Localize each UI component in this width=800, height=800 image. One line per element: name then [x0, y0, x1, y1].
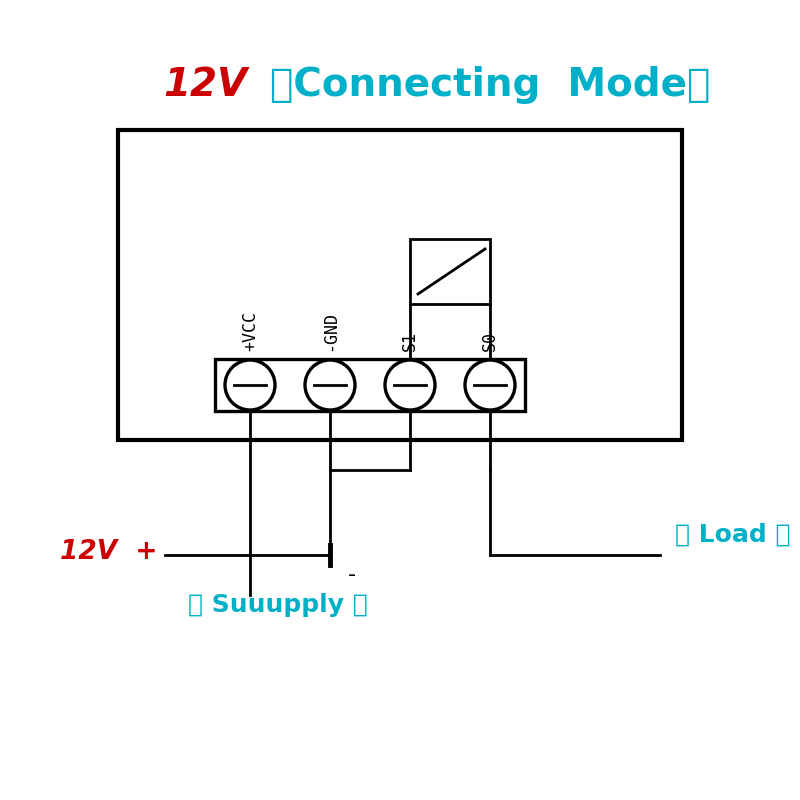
- Circle shape: [465, 360, 515, 410]
- Circle shape: [225, 360, 275, 410]
- Bar: [118, 130, 682, 440]
- Bar: [215, 359, 525, 411]
- Text: （ Load ）: （ Load ）: [675, 523, 790, 547]
- Text: S0: S0: [481, 331, 499, 351]
- Text: （Connecting  Mode）: （Connecting Mode）: [270, 66, 710, 104]
- Text: -: -: [348, 565, 356, 585]
- Text: S1: S1: [401, 331, 419, 351]
- Circle shape: [385, 360, 435, 410]
- Circle shape: [305, 360, 355, 410]
- Text: 12V: 12V: [163, 66, 247, 104]
- Text: （ Suuupply ）: （ Suuupply ）: [188, 593, 367, 617]
- Bar: [410, 239, 490, 304]
- Text: 12V  +: 12V +: [59, 539, 157, 565]
- Text: -GND: -GND: [321, 311, 339, 351]
- Text: +VCC: +VCC: [241, 311, 259, 351]
